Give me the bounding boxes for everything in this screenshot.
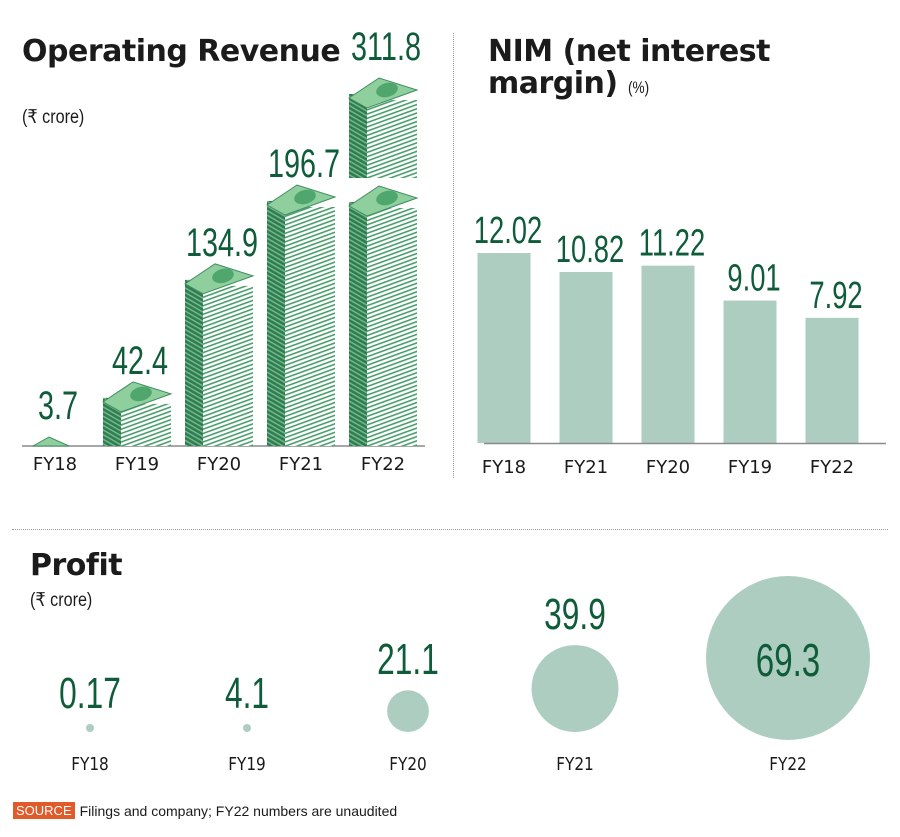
revenue-value-label: 311.8: [351, 24, 421, 69]
profit-bubble: [243, 724, 251, 732]
profit-value-label: 39.9: [544, 590, 606, 639]
revenue-value-label-group: 134.9: [186, 220, 258, 265]
profit-category-label: FY22: [769, 753, 807, 775]
revenue-chart: 3.7 FY18 42.4 FY19 134.9 FY20 196.7 FY21 311.8 FY…: [22, 24, 425, 475]
stack-coin: [130, 386, 152, 402]
revenue-stack-fy22-upper: [348, 77, 419, 178]
revenue-value-label: 42.4: [112, 338, 168, 383]
nim-bar: [641, 265, 695, 443]
revenue-category-label: FY19: [115, 454, 159, 475]
nim-bar: [477, 253, 531, 443]
nim-value-label: 10.82: [556, 229, 624, 271]
source-text: Filings and company; FY22 numbers are un…: [79, 802, 398, 819]
nim-title: NIM (net interest margin) (%): [488, 36, 828, 104]
profit-category-label: FY21: [556, 753, 594, 775]
nim-value-label: 7.92: [809, 275, 862, 317]
revenue-category-label: FY21: [279, 454, 323, 475]
revenue-value-label-group: 196.7: [268, 141, 340, 186]
nim-value-label-group: 11.22: [639, 222, 705, 264]
profit-bubble: [387, 690, 429, 732]
revenue-stack-fy20: [184, 263, 255, 446]
stack-side: [349, 202, 367, 446]
profit-value-label: 0.17: [59, 669, 121, 718]
stack-coin: [376, 82, 398, 98]
stack-front: [203, 285, 253, 446]
nim-value-label-group: 12.02: [474, 210, 542, 252]
nim-category-label: FY21: [564, 457, 608, 478]
revenue-stack-fy19: [102, 381, 173, 446]
stack-coin: [294, 189, 316, 205]
stack-coin: [376, 190, 398, 206]
nim-category-label: FY22: [810, 457, 854, 478]
profit-category-label: FY19: [228, 753, 266, 775]
stack-side: [185, 279, 203, 446]
nim-category-label: FY19: [728, 457, 772, 478]
profit-value-label-group: 69.3: [756, 636, 820, 686]
profit-value-label: 4.1: [225, 669, 269, 718]
revenue-value-label-group: 42.4: [112, 338, 168, 383]
stack-side: [349, 94, 367, 178]
profit-value-label-group: 0.17: [59, 669, 121, 718]
nim-value-label-group: 9.01: [727, 257, 780, 299]
profit-value-label: 21.1: [377, 635, 439, 684]
revenue-stack-fy21: [266, 184, 337, 446]
nim-bar: [805, 317, 859, 443]
source-tag: SOURCE: [13, 802, 75, 819]
horizontal-divider: [12, 529, 888, 530]
revenue-title-text: Operating Revenue: [22, 34, 341, 69]
profit-category-label: FY18: [71, 753, 109, 775]
source-note: SOURCE Filings and company; FY22 numbers…: [13, 802, 397, 819]
nim-unit: (%): [627, 78, 649, 97]
revenue-value-label: 3.7: [38, 383, 78, 428]
nim-value-label: 11.22: [639, 222, 705, 264]
stack-top: [31, 436, 70, 447]
stack-front: [367, 208, 417, 446]
nim-value-label-group: 7.92: [809, 275, 862, 317]
profit-value-label: 69.3: [756, 636, 820, 686]
profit-bubble: [531, 645, 619, 732]
nim-chart: 12.02 FY18 10.82 FY21 11.22 FY20 9.01 FY19 7.92 F…: [474, 210, 886, 478]
nim-value-label: 9.01: [727, 257, 780, 299]
profit-title-text: Profit: [30, 548, 123, 583]
nim-bar: [559, 271, 613, 443]
stack-side: [267, 201, 285, 446]
nim-category-label: FY18: [482, 457, 526, 478]
revenue-value-label-group: 3.7: [38, 383, 78, 428]
stack-front: [121, 403, 171, 446]
profit-value-label-group: 39.9: [544, 590, 606, 639]
profit-title: Profit: [30, 548, 123, 583]
vertical-divider: [453, 33, 454, 478]
profit-bubble: [86, 724, 94, 732]
nim-category-label: FY20: [646, 457, 690, 478]
revenue-value-label: 196.7: [268, 141, 340, 186]
nim-bar: [723, 300, 777, 443]
revenue-category-label: FY22: [361, 454, 405, 475]
revenue-value-label: 134.9: [186, 220, 258, 265]
revenue-category-label: FY20: [197, 454, 241, 475]
profit-bubble: [706, 576, 870, 740]
revenue-stack-fy18: [31, 436, 70, 447]
profit-value-label-group: 4.1: [225, 669, 269, 718]
stack-front: [285, 207, 335, 446]
profit-unit: (₹ crore): [30, 590, 93, 611]
revenue-stack-fy22-lower: [348, 185, 419, 446]
profit-chart: 0.17 FY18 4.1 FY19 21.1 FY20 39.9 FY21 69.3 FY22: [59, 576, 870, 774]
nim-value-label: 12.02: [474, 210, 542, 252]
profit-category-label: FY20: [389, 753, 427, 775]
revenue-title: Operating Revenue: [22, 34, 341, 69]
profit-value-label-group: 21.1: [377, 635, 439, 684]
revenue-category-label: FY18: [33, 454, 77, 475]
nim-value-label-group: 10.82: [556, 229, 624, 271]
stack-front: [367, 100, 417, 178]
revenue-value-label-group: 311.8: [351, 24, 421, 69]
stack-coin: [212, 268, 234, 284]
revenue-unit: (₹ crore): [22, 107, 85, 128]
nim-title-text: NIM (net interest margin): [488, 34, 770, 101]
